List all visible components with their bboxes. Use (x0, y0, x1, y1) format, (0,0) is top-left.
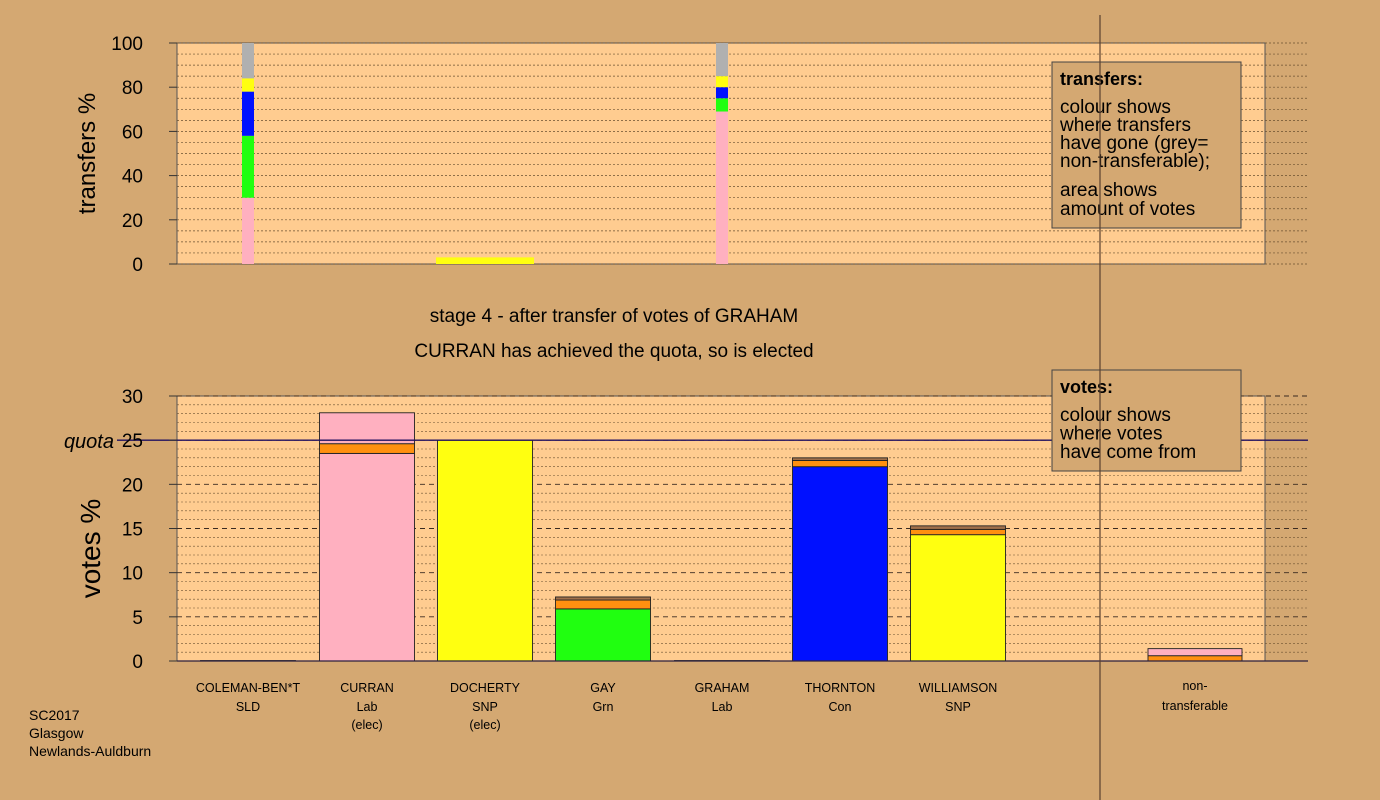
votes-bars (117, 412, 1308, 662)
votes-tick-label: 0 (132, 652, 143, 673)
candidate-party: Lab (357, 700, 378, 714)
nontransferable-label: transferable (1162, 699, 1228, 713)
vote-segment-Lab (319, 412, 415, 445)
transfer-segment-Lab (242, 197, 254, 264)
transfers-tick-label: 40 (122, 167, 143, 188)
vote-segment-Lab (319, 452, 415, 662)
vote-segment-orange (792, 460, 888, 468)
vote-segment-brown (792, 457, 888, 461)
transfers-bars (242, 43, 728, 264)
transfer-segment-SNP (242, 78, 254, 92)
transfers-gridlines (177, 42, 1308, 265)
nontransferable-label: non- (1182, 679, 1207, 693)
transfers-legend-line: have gone (grey= (1060, 133, 1208, 154)
candidate-name: DOCHERTY (450, 681, 521, 695)
transfers-y-ticks: 0 20 40 60 80 100 (111, 34, 177, 276)
candidate-status: (elec) (351, 718, 382, 732)
footer-info: SC2017 Glasgow Newlands-Auldburn (29, 707, 151, 759)
footer-line: SC2017 (29, 707, 80, 723)
votes-legend-line: have come from (1060, 442, 1196, 463)
transfers-legend-line: area shows (1060, 180, 1157, 201)
transfers-legend-line: amount of votes (1060, 199, 1195, 220)
transfers-legend-title: transfers: (1060, 69, 1143, 89)
votes-tick-label: 10 (122, 564, 143, 585)
transfer-segment-nontransferable (242, 43, 254, 79)
candidate-name: GRAHAM (695, 681, 750, 695)
votes-legend-line: where votes (1059, 424, 1162, 445)
votes-tick-label: 25 (122, 431, 143, 452)
vote-segment-orange (910, 528, 1006, 536)
footer-line: Newlands-Auldburn (29, 743, 151, 759)
transfers-legend-line: colour shows (1060, 97, 1171, 118)
transfer-segment-Lab (716, 111, 728, 264)
candidate-labels: COLEMAN-BEN*T SLD CURRAN Lab (elec) DOCHERTY S… (196, 679, 1228, 732)
candidate-name: CURRAN (340, 681, 393, 695)
transfer-segment-SNP (436, 257, 534, 264)
candidate-party: SLD (236, 700, 260, 714)
candidate-party: Grn (593, 700, 614, 714)
transfer-segment-Con (716, 87, 728, 99)
transfers-legend-line: non-transferable); (1060, 151, 1210, 172)
transfer-segment-nontransferable (716, 43, 728, 77)
footer-line: Glasgow (29, 725, 84, 741)
votes-tick-label: 20 (122, 475, 143, 496)
transfer-segment-SNP (716, 76, 728, 88)
vote-segment-brown (555, 596, 651, 601)
vote-segment-Grn (555, 608, 651, 662)
nontransferable-segment-SLD (1147, 655, 1243, 662)
transfers-tick-label: 20 (122, 211, 143, 232)
candidate-party: SNP (472, 700, 498, 714)
transfers-tick-label: 0 (132, 255, 143, 276)
transfers-tick-label: 60 (122, 122, 143, 143)
candidate-name: COLEMAN-BEN*T (196, 681, 301, 695)
votes-tick-label: 15 (122, 520, 143, 541)
votes-legend-title: votes: (1060, 377, 1113, 397)
transfers-tick-label: 80 (122, 78, 143, 99)
transfer-segment-Con (242, 91, 254, 136)
transfers-legend-line: where transfers (1059, 115, 1191, 136)
transfers-tick-label: 100 (111, 34, 143, 55)
vote-segment-orange (555, 599, 651, 610)
candidate-status: (elec) (469, 718, 500, 732)
votes-y-ticks: 0 5 10 15 20 25 30 (122, 387, 177, 673)
votes-legend-box (1051, 369, 1242, 472)
stage-subtitle: CURRAN has achieved the quota, so is ele… (414, 341, 813, 362)
votes-y-axis-label: votes % (75, 499, 106, 599)
transfer-segment-Grn (716, 98, 728, 112)
vote-segment-orange (319, 443, 415, 454)
vote-segment-Con (792, 466, 888, 662)
votes-legend-line: colour shows (1060, 405, 1171, 426)
transfers-legend-box (1051, 61, 1242, 229)
vote-segment-SNP (437, 439, 533, 662)
candidate-party: Lab (712, 700, 733, 714)
transfers-y-axis-label: transfers % (74, 93, 101, 214)
transfer-segment-Grn (242, 135, 254, 198)
transfers-panel: 0 20 40 60 80 100 transfers % transfers: colo… (74, 34, 1308, 276)
nontransferable-segment-Lab (1147, 648, 1243, 657)
votes-tick-label: 30 (122, 387, 143, 408)
candidate-party: SNP (945, 700, 971, 714)
candidate-party: Con (829, 700, 852, 714)
votes-panel: 0 5 10 15 20 25 30 votes % quota COLEMAN-BEN*T… (64, 369, 1308, 732)
vote-segment-SNP (910, 534, 1006, 662)
candidate-name: WILLIAMSON (919, 681, 998, 695)
candidate-name: GAY (590, 681, 616, 695)
vote-segment-brown (910, 525, 1006, 530)
candidate-name: THORNTON (805, 681, 876, 695)
stage-title: stage 4 - after transfer of votes of GRA… (430, 306, 799, 327)
quota-label: quota (64, 431, 114, 453)
votes-tick-label: 5 (132, 608, 143, 629)
